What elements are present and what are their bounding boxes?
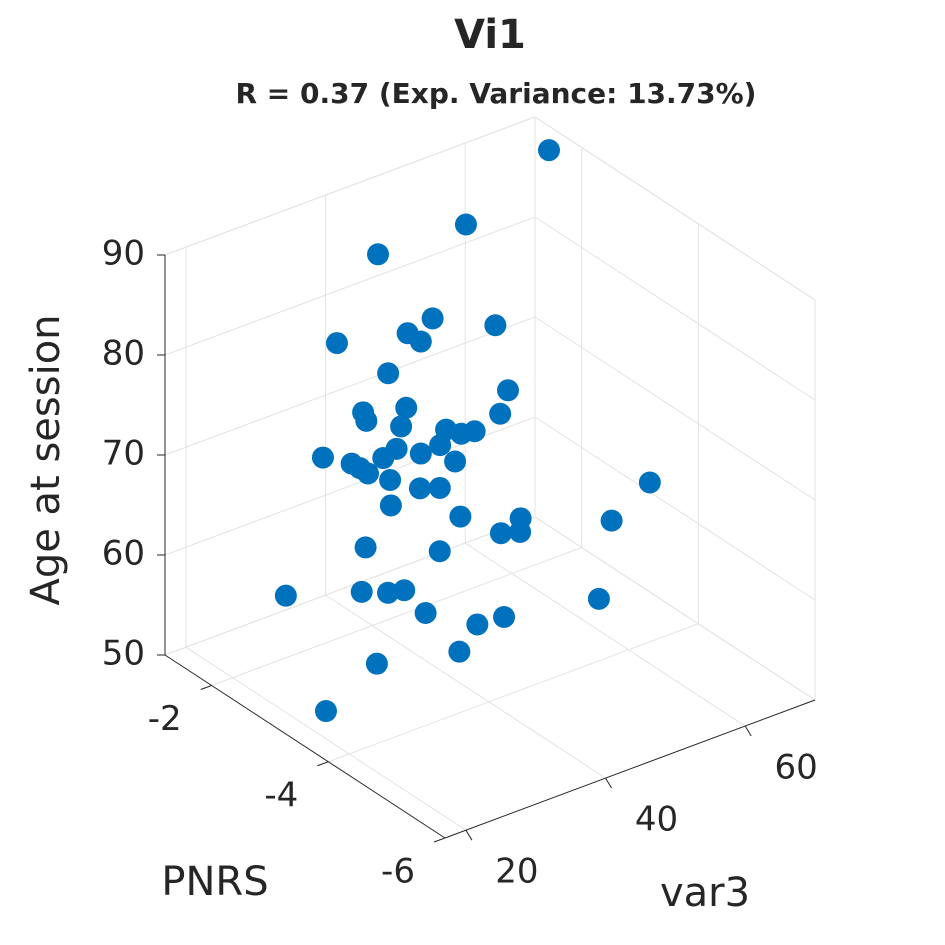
data-point [377,362,400,385]
data-point [489,402,512,425]
grid-line [534,116,816,301]
x-tick [200,685,212,690]
x-axis-label: PNRS [161,859,268,905]
grid-line [164,516,536,656]
data-point [367,243,389,266]
grid-line [185,646,467,831]
data-point [377,581,399,604]
y-tick-label: 20 [495,852,538,892]
y-tick-label: 60 [775,748,818,788]
data-point [314,700,337,723]
data-point [538,139,560,162]
data-point [444,450,467,473]
grid-line [534,316,816,501]
data-point [587,587,610,610]
grid-line [328,623,699,763]
z-axis-label: Age at session [23,314,69,605]
data-point [372,447,395,470]
grid-line [164,316,536,456]
data-point [421,307,444,330]
x-tick [317,761,329,767]
data-point [429,434,452,457]
data-point [354,536,377,559]
grid-line [534,516,816,701]
data-point [409,442,432,465]
x-tick-label: -6 [381,852,415,892]
data-point [428,476,451,499]
y-axis-label: var3 [660,870,750,916]
grid-line [164,116,536,256]
grid-line [534,216,816,401]
data-point [428,540,451,563]
z-tick-label: 60 [102,534,145,574]
z-tick-label: 80 [102,334,145,374]
y-tick [465,829,473,841]
y-tick [605,777,612,789]
data-point [448,640,471,663]
data-point [449,505,472,528]
data-point [493,606,516,629]
data-point [379,469,402,492]
data-point [600,509,623,532]
data-point [395,396,418,419]
data-point [408,477,431,500]
x-axis [164,654,446,839]
data-point [409,330,432,353]
y-tick [744,725,752,737]
data-point [350,580,373,603]
data-point [311,446,334,469]
z-tick-label: 70 [102,434,145,474]
grid-line [325,594,606,779]
z-tick-label: 50 [102,634,145,674]
grid-line [164,216,536,356]
data-point [463,420,486,443]
x-tick-label: -4 [264,775,298,815]
data-point [379,494,402,517]
data-point [274,584,297,607]
data-point [509,521,532,544]
grid-line [534,416,816,601]
data-point [466,613,489,636]
x-tick-label: -2 [148,699,182,739]
data-point [393,579,416,602]
data-point [355,409,378,432]
data-point [454,213,477,236]
z-tick-label: 90 [102,234,145,274]
data-point [414,602,437,625]
data-point [497,379,519,402]
data-point [365,652,388,675]
data-point [325,332,348,355]
data-point [638,471,661,494]
y-axis [444,699,816,839]
y-tick-label: 40 [635,800,678,840]
x-tick [433,837,446,843]
data-point [356,462,379,485]
data-point [484,314,507,337]
grid-line [211,547,582,686]
grid-line [464,542,746,727]
data-point [489,522,512,545]
data-point [390,415,413,438]
chart-subtitle: R = 0.37 (Exp. Variance: 13.73%) [236,77,757,110]
chart-title: Vi1 [454,12,526,58]
